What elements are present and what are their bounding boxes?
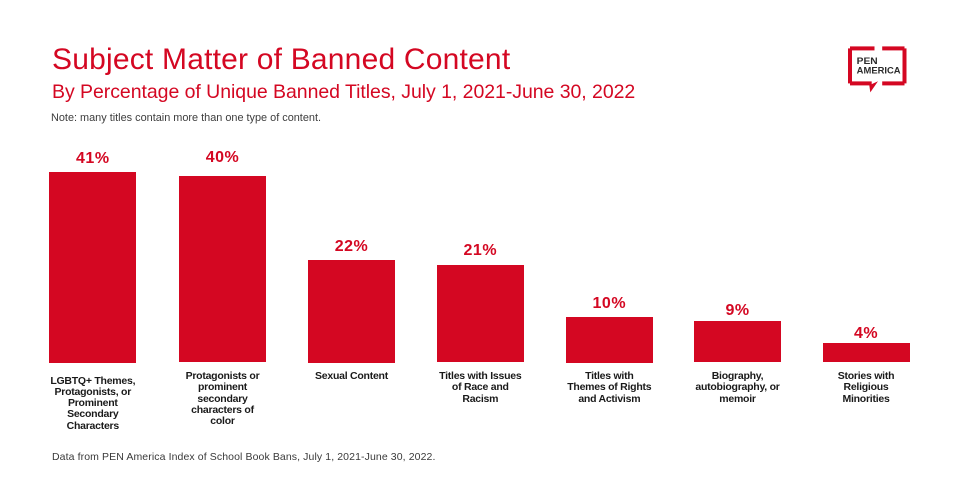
svg-text:PEN: PEN <box>857 56 878 66</box>
svg-text:AMERICA: AMERICA <box>857 66 901 76</box>
